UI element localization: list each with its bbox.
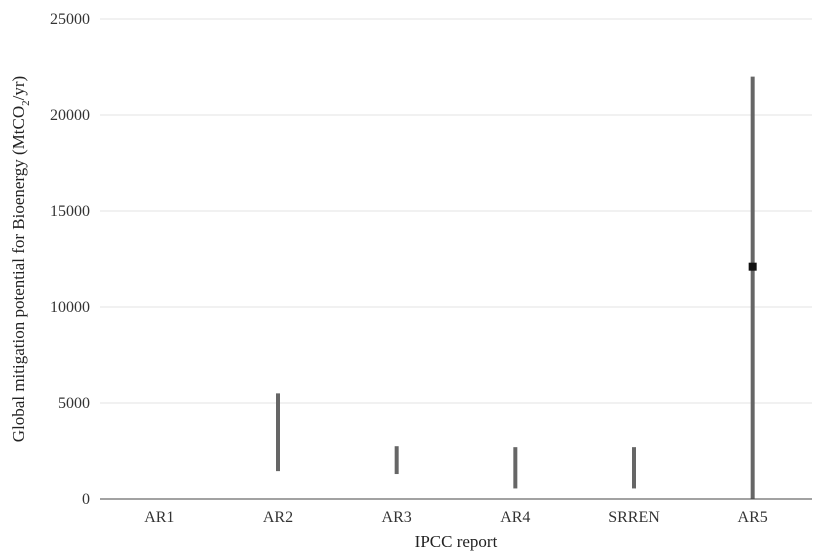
y-tick-label: 15000 — [50, 203, 90, 220]
y-axis-title-prefix: Global mitigation potential for Bioenerg… — [9, 106, 28, 442]
y-tick-label: 25000 — [50, 11, 90, 28]
grid — [100, 18, 812, 404]
x-tick-label: AR4 — [500, 509, 530, 526]
x-tick-label: AR1 — [144, 509, 174, 526]
y-axis-title: Global mitigation potential for Bioenerg… — [9, 76, 32, 442]
x-tick-label: AR3 — [382, 509, 412, 526]
y-tick-label: 5000 — [58, 395, 90, 412]
data-marks — [276, 76, 757, 499]
x-tick-label: SRREN — [608, 509, 660, 526]
y-tick-label: 10000 — [50, 299, 90, 316]
x-tick-label: AR2 — [263, 509, 293, 526]
y-axis-title-subscript: 2 — [20, 100, 32, 106]
point-marker — [748, 262, 757, 271]
y-axis-title-suffix: /yr) — [9, 76, 28, 101]
y-tick-label: 0 — [82, 491, 90, 508]
y-tick-label: 20000 — [50, 107, 90, 124]
x-tick-labels: AR1 AR2 AR3 AR4 SRREN AR5 — [144, 509, 768, 526]
x-axis-title: IPCC report — [415, 532, 498, 551]
y-tick-labels: 0 5000 10000 15000 20000 25000 — [50, 11, 90, 508]
x-tick-label: AR5 — [738, 509, 768, 526]
